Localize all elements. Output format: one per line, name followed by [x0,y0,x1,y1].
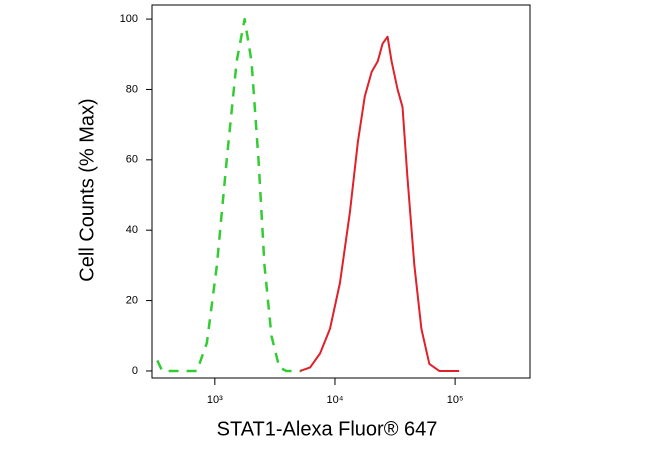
y-tick-label: 100 [120,13,138,25]
y-tick-label: 40 [126,224,138,236]
histogram-curve [299,35,460,372]
y-axis-title: Cell Counts (% Max) [76,98,98,281]
x-tick-label: 10³ [207,394,223,406]
y-tick-label: 60 [126,154,138,166]
x-tick-label: 10⁴ [326,394,343,406]
y-tick-label: 80 [126,83,138,95]
y-tick-label: 20 [126,294,138,306]
y-tick-label: 0 [132,365,138,377]
x-axis-title: STAT1-Alexa Fluor® 647 [217,418,438,440]
plot-frame [151,4,531,379]
histogram-curve [156,17,302,373]
x-tick-label: 10⁵ [447,394,464,406]
